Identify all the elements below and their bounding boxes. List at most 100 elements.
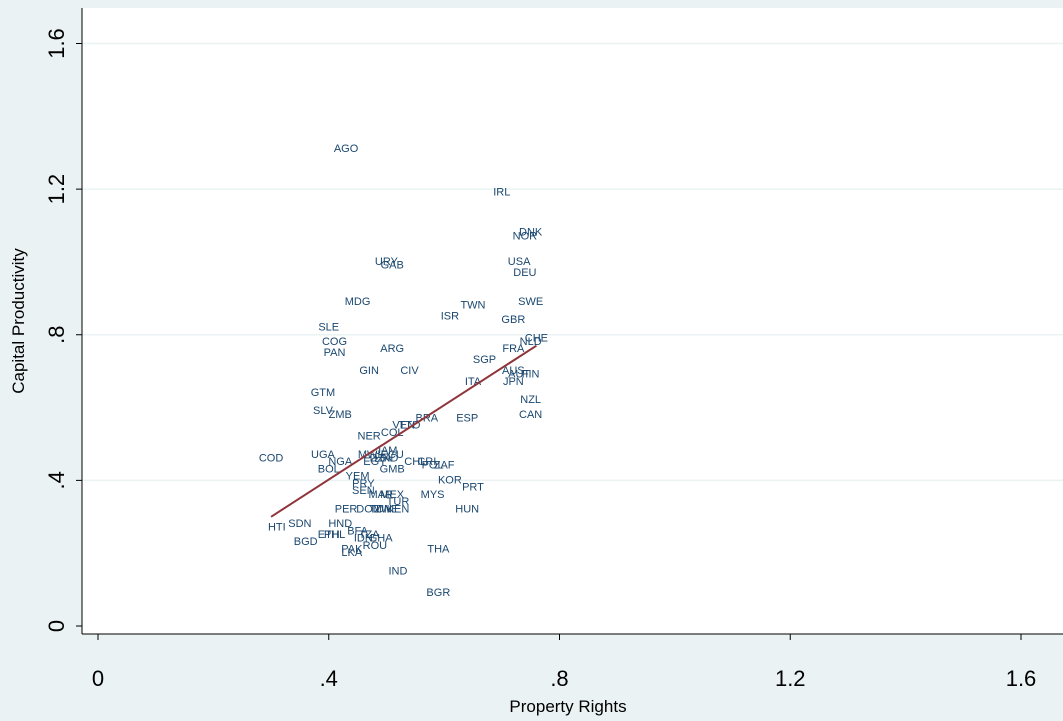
x-tick-label: 1.2 [775, 666, 806, 691]
point-label-tun: TUN [369, 503, 392, 515]
point-label-ago: AGO [334, 143, 359, 155]
y-tick-label: 0 [44, 620, 69, 632]
point-label-gha: GHA [369, 533, 394, 545]
point-label-mar: MAR [368, 489, 393, 501]
point-label-nga: NGA [328, 456, 353, 468]
point-label-nor: NOR [513, 230, 538, 242]
y-axis-ticks: 0 .4 .8 1.2 1.6 [44, 28, 82, 632]
point-label-che: CHE [525, 332, 548, 344]
point-label-tza: TZA [359, 529, 380, 541]
point-label-rou: ROU [363, 540, 388, 552]
point-label-tha: THA [427, 543, 450, 555]
x-tick-label: 1.6 [1006, 666, 1037, 691]
point-label-ita: ITA [465, 376, 482, 388]
point-label-esp: ESP [456, 412, 478, 424]
point-label-pak: PAK [341, 543, 363, 555]
point-label-zwe: ZWE [374, 503, 398, 515]
point-label-ken: KEN [387, 503, 410, 515]
x-tick-label: .4 [320, 666, 338, 691]
point-label-bgr: BGR [426, 587, 450, 599]
point-label-aut: AUT [508, 369, 530, 381]
point-label-dom: DOM [356, 503, 382, 515]
point-label-cog: COG [322, 336, 347, 348]
point-label-yem: YEM [346, 471, 370, 483]
x-axis-title: Property Rights [509, 697, 626, 716]
point-label-hnd: HND [375, 452, 399, 464]
point-label-slv: SLV [313, 405, 334, 417]
x-tick-label: .8 [550, 666, 568, 691]
point-label-eth: ETH [318, 529, 340, 541]
point-label-pry: PRY [352, 478, 375, 490]
plot-area [82, 8, 1063, 634]
grid-lines [82, 42, 1063, 482]
x-tick-label: 0 [92, 666, 104, 691]
point-label-bfa: BFA [347, 525, 368, 537]
point-label-ner: NER [358, 431, 381, 443]
point-label-pan: PAN [324, 347, 346, 359]
point-label-sle: SLE [318, 321, 339, 333]
point-label-gtm: GTM [311, 387, 335, 399]
point-label-sgp: SGP [473, 354, 496, 366]
y-tick-label: .8 [44, 326, 69, 344]
point-label-prt: PRT [462, 482, 484, 494]
point-label-can: CAN [519, 409, 542, 421]
point-label-hun: HUN [455, 503, 479, 515]
point-label-nld: NLD [520, 336, 542, 348]
point-label-deu: DEU [513, 267, 536, 279]
point-label-cri: CRI [417, 456, 436, 468]
point-label-fin: FIN [522, 369, 540, 381]
point-label-irl: IRL [493, 187, 510, 199]
point-label-sen: SEN [352, 485, 375, 497]
point-label-hti: HTI [268, 522, 286, 534]
point-label-chl: CHL [404, 456, 426, 468]
point-label-gbr: GBR [501, 314, 525, 326]
point-label-dnk: DNK [519, 227, 543, 239]
y-axis-title: Capital Productivity [9, 248, 28, 394]
point-label-mys: MYS [421, 489, 445, 501]
point-label-tur: TUR [387, 496, 410, 508]
x-axis-ticks: 0 .4 .8 1.2 1.6 [92, 634, 1036, 691]
point-label-isr: ISR [441, 310, 459, 322]
point-label-jpn: JPN [503, 376, 524, 388]
point-label-mex: MEX [380, 489, 405, 501]
point-label-bgd: BGD [294, 536, 318, 548]
point-label-bol: BOL [318, 463, 340, 475]
point-label-mdg: MDG [345, 296, 371, 308]
point-label-dza: DZA [370, 452, 393, 464]
point-label-zmb: ZMB [329, 409, 352, 421]
y-tick-label: 1.6 [44, 28, 69, 59]
point-label-kor: KOR [438, 474, 462, 486]
point-label-cod: COD [259, 452, 284, 464]
y-tick-label: 1.2 [44, 174, 69, 205]
point-label-fra: FRA [502, 343, 525, 355]
point-label-ecu: ECU [381, 449, 404, 461]
point-label-ind: IND [388, 565, 407, 577]
point-label-aus: AUS [502, 365, 525, 377]
point-label-gmb: GMB [380, 463, 405, 475]
point-label-ury: URY [375, 256, 399, 268]
point-label-uga: UGA [311, 449, 336, 461]
point-label-gab: GAB [381, 259, 404, 271]
point-label-arg: ARG [380, 343, 404, 355]
point-label-nzl: NZL [520, 394, 541, 406]
point-label-lka: LKA [341, 547, 362, 559]
point-label-gin: GIN [359, 365, 379, 377]
point-label-twn: TWN [460, 300, 485, 312]
point-label-pol: POL [422, 460, 444, 472]
point-label-bra: BRA [416, 412, 439, 424]
point-label-per: PER [335, 503, 358, 515]
point-label-jam: JAM [375, 445, 397, 457]
fit-line [270, 344, 537, 518]
point-label-egy: EGY [363, 456, 387, 468]
point-label-civ: CIV [400, 365, 419, 377]
point-label-phl: PHL [324, 529, 345, 541]
point-label-hnd: HND [328, 518, 352, 530]
point-label-sdn: SDN [288, 518, 311, 530]
point-label-swe: SWE [518, 296, 543, 308]
point-label-usa: USA [508, 256, 531, 268]
y-tick-label: .4 [44, 471, 69, 489]
point-label-idn: IDN [354, 533, 373, 545]
point-label-zaf: ZAF [434, 460, 455, 472]
